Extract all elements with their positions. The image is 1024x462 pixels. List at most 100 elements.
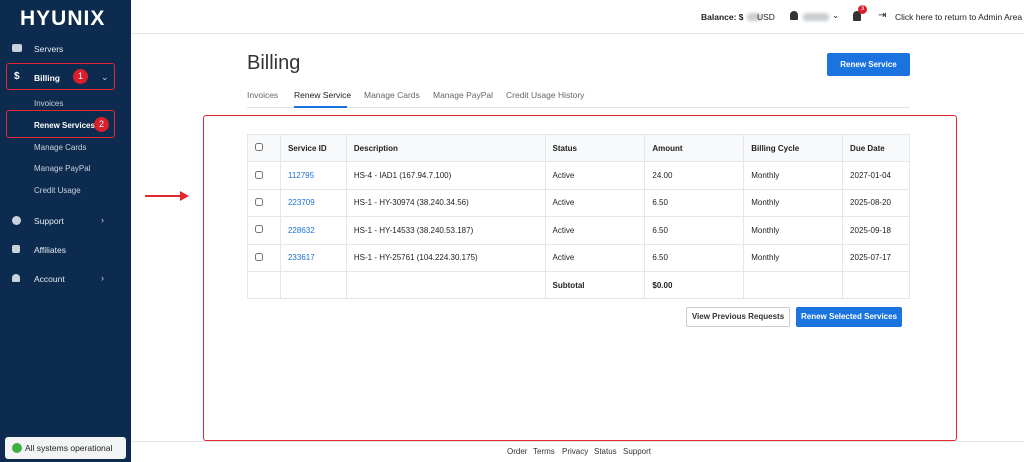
tab[interactable]: Manage PayPal xyxy=(433,90,494,100)
nav-support[interactable]: Support xyxy=(34,216,64,226)
footer-link[interactable]: Terms xyxy=(533,447,555,456)
row-checkbox[interactable] xyxy=(255,252,263,261)
renew-service-button[interactable]: Renew Service xyxy=(827,53,910,76)
cell: HS-1 - HY-30974 (38.240.34.56) xyxy=(345,188,546,218)
cell: Active xyxy=(544,188,646,218)
cell: Active xyxy=(544,161,646,190)
footer-link[interactable]: Status xyxy=(594,447,617,456)
cell xyxy=(345,270,546,300)
icon xyxy=(12,44,22,52)
service-id-link[interactable]: 223709 xyxy=(287,198,315,208)
service-row: 228632 HS-1 - HY-14533 (38.240.53.187) Act… xyxy=(247,216,910,245)
logo: HYUNIX xyxy=(20,7,106,30)
chevron: › xyxy=(101,273,104,283)
footer-link[interactable]: Privacy xyxy=(562,447,589,456)
highlight-box xyxy=(203,115,957,441)
icon xyxy=(12,245,20,253)
row-checkbox[interactable] xyxy=(255,197,263,206)
nav-sub[interactable]: Credit Usage xyxy=(34,186,81,195)
cell xyxy=(279,270,347,300)
nav-sub[interactable]: Renew Services xyxy=(34,121,95,130)
service-id-link[interactable]: 228632 xyxy=(287,225,315,235)
balance-label: Balance: $ xyxy=(701,12,744,22)
cell: HS-1 - HY-14533 (38.240.53.187) xyxy=(345,216,546,245)
status-pill[interactable]: All systems operational xyxy=(5,437,126,459)
nav-affiliates[interactable]: Affiliates xyxy=(34,245,66,255)
tab-divider xyxy=(247,107,910,108)
notification-count: 3 xyxy=(858,5,867,14)
step-badge: 2 xyxy=(94,117,109,132)
chevron: ⌄ xyxy=(101,72,109,82)
nav-sub[interactable]: Manage Cards xyxy=(34,143,87,152)
cell xyxy=(842,270,910,300)
row-checkbox[interactable] xyxy=(255,170,263,179)
select-all-cell xyxy=(247,133,281,163)
tab-active[interactable]: Renew Service xyxy=(294,90,352,100)
footer-link[interactable]: Support xyxy=(623,447,652,456)
topbar xyxy=(131,0,1024,34)
renew-selected-button[interactable]: Renew Selected Services xyxy=(796,307,902,327)
chevron: ⌄ xyxy=(832,10,840,20)
cell: HS-4 - IAD1 (167.94.7.100) xyxy=(345,161,546,190)
cell: Monthly xyxy=(743,243,844,272)
service-id-link[interactable]: 112795 xyxy=(287,171,315,181)
services-table: Service ID Description Status Amount Billing… xyxy=(247,133,910,300)
column-header: Billing Cycle xyxy=(743,133,844,163)
cell: Monthly xyxy=(743,188,844,218)
cell: 2025-08-20 xyxy=(842,188,910,218)
service-id-link[interactable]: 233617 xyxy=(287,253,315,263)
checkbox-cell xyxy=(247,188,281,218)
chevron: › xyxy=(101,215,104,225)
column-header: Service ID xyxy=(279,133,347,163)
cell: 228632 xyxy=(279,216,347,245)
cell: 233617 xyxy=(279,243,347,272)
redacted xyxy=(803,13,829,21)
cell: 6.50 xyxy=(644,216,745,245)
cell: Monthly xyxy=(743,161,844,190)
column-header: Amount xyxy=(644,133,745,163)
subtotal-row: Subtotal $0.00 xyxy=(247,270,910,300)
cell: 6.50 xyxy=(644,243,745,272)
cell: Active xyxy=(544,216,646,245)
icon xyxy=(12,216,21,225)
cell: 2027-01-04 xyxy=(842,161,910,190)
checkbox-cell xyxy=(247,161,281,190)
nav-servers[interactable]: Servers xyxy=(34,44,64,54)
cell: 2025-09-18 xyxy=(842,216,910,245)
admin-link[interactable]: Click here to return to Admin Area xyxy=(895,12,1023,22)
view-requests-button[interactable]: View Previous Requests xyxy=(686,307,790,327)
checkbox-cell xyxy=(247,216,281,245)
nav-billing[interactable]: Billing xyxy=(34,73,60,83)
cell: Monthly xyxy=(743,216,844,245)
user-icon[interactable] xyxy=(790,11,798,20)
bell-icon[interactable] xyxy=(853,11,861,21)
highlight-box xyxy=(6,63,115,90)
service-row: 112795 HS-4 - IAD1 (167.94.7.100) Active 24… xyxy=(247,161,910,190)
balance-currency: USD xyxy=(757,12,775,22)
select-all[interactable] xyxy=(255,143,263,152)
service-row: 233617 HS-1 - HY-25761 (104.224.30.175) Ac… xyxy=(247,243,910,272)
status-text: All systems operational xyxy=(25,443,113,453)
nav-sub[interactable]: Invoices xyxy=(34,99,64,108)
nav-account[interactable]: Account xyxy=(34,274,65,284)
column-header: Description xyxy=(345,133,546,163)
cell xyxy=(247,270,281,300)
tab[interactable]: Credit Usage History xyxy=(506,90,585,100)
tab[interactable]: Manage Cards xyxy=(364,90,420,100)
tab[interactable]: Invoices xyxy=(247,90,279,100)
cell: Active xyxy=(544,243,646,272)
row-checkbox[interactable] xyxy=(255,225,263,234)
subtotal-label: Subtotal xyxy=(544,270,646,300)
cell xyxy=(743,270,844,300)
step-badge: 1 xyxy=(73,69,88,84)
sidebar: HYUNIX Servers $ Billing 1 ⌄ Invoices Re… xyxy=(0,0,131,462)
highlight-box xyxy=(6,110,115,138)
exit-icon: ⇥ xyxy=(878,10,887,21)
nav-sub[interactable]: Manage PayPal xyxy=(34,164,91,173)
redacted xyxy=(747,13,761,21)
column-header: Status xyxy=(544,133,646,163)
subtotal-value: $0.00 xyxy=(644,270,745,300)
page-title: Billing xyxy=(247,52,301,74)
footer-link[interactable]: Order xyxy=(507,447,528,456)
